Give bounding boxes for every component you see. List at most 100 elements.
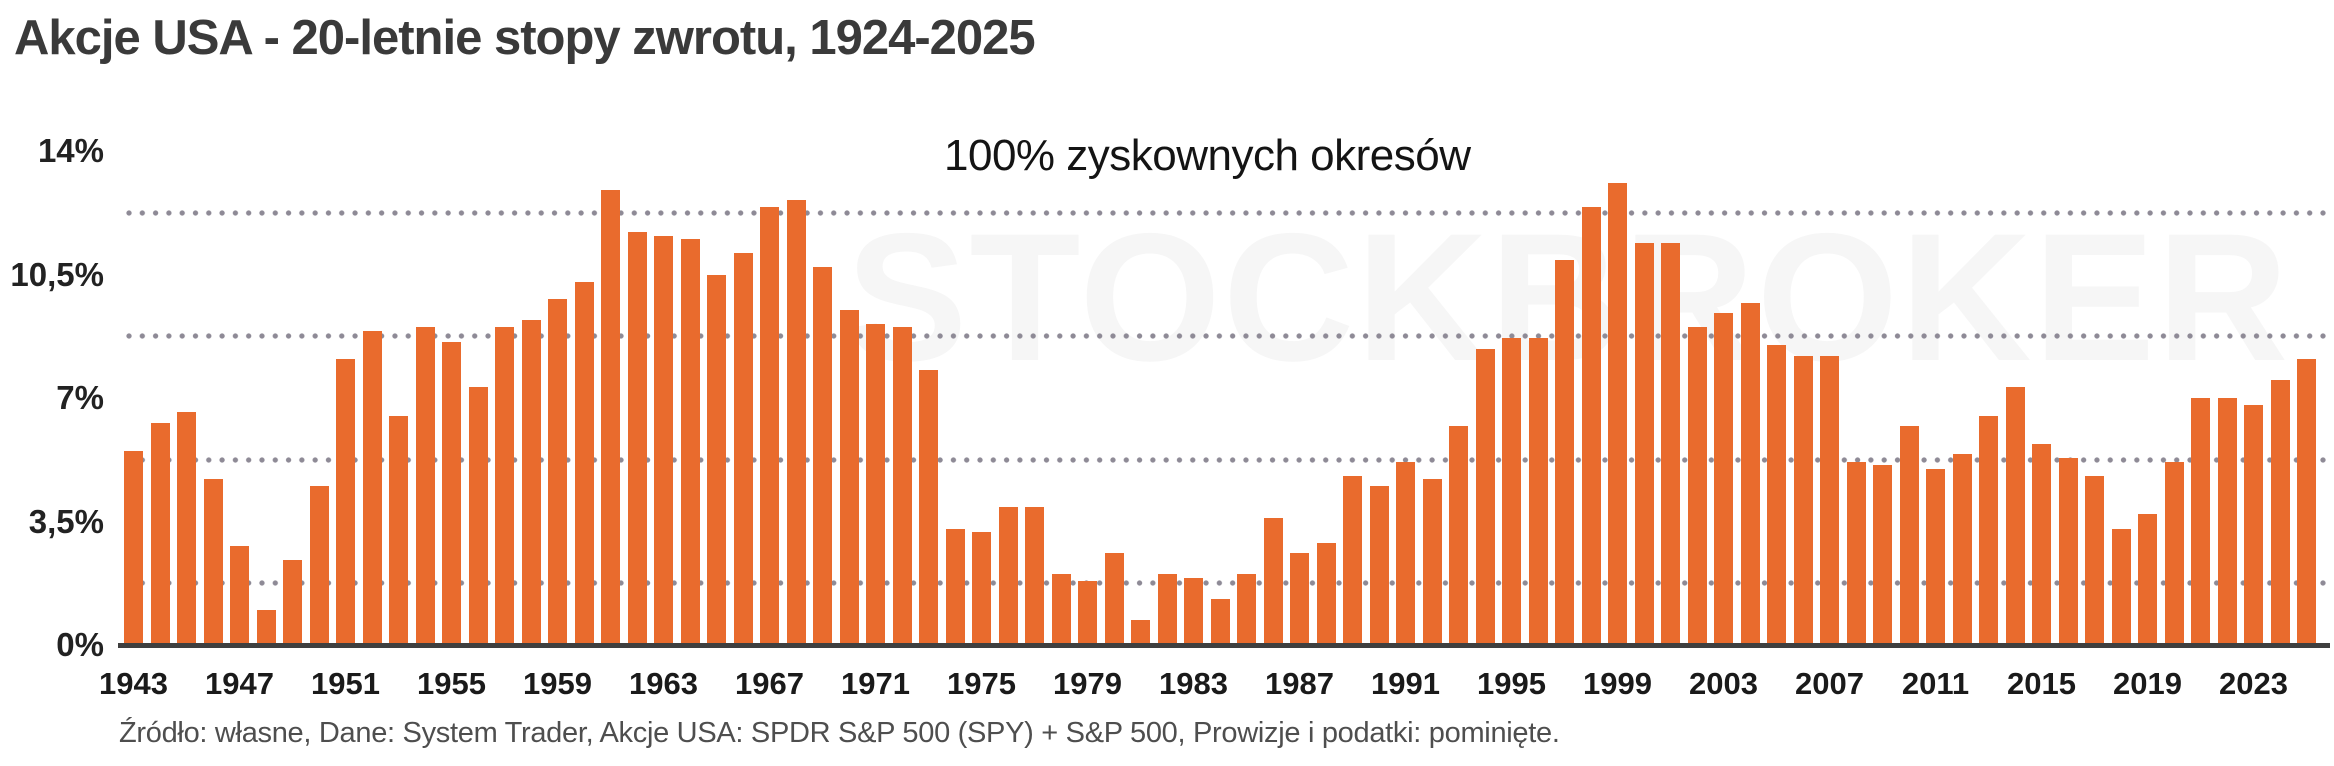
y-tick-label: 14%	[37, 132, 104, 169]
bar-2019	[2138, 514, 2157, 645]
x-tick-label: 2011	[1901, 666, 1970, 701]
annotation-label: 100% zyskownych okresów	[944, 131, 1471, 180]
bar-1943	[124, 450, 143, 645]
bar-2008	[1846, 461, 1866, 645]
x-tick-label: 1967	[735, 666, 804, 701]
x-tick-label: 1979	[1053, 666, 1122, 701]
bar-1963	[654, 235, 673, 645]
x-tick-label: 1975	[947, 666, 1016, 701]
bar-2001	[1661, 242, 1680, 645]
bar-2012	[1952, 454, 1972, 645]
bar-1962	[627, 232, 647, 645]
bar-1970	[839, 309, 859, 645]
bar-1974	[945, 528, 965, 645]
x-tick-label: 1991	[1371, 666, 1440, 701]
x-tick-label: 1971	[841, 666, 910, 701]
bar-1954	[415, 327, 435, 645]
bar-2005	[1767, 345, 1786, 645]
bar-1985	[1237, 574, 1256, 645]
bar-2015	[2032, 443, 2051, 645]
bar-2021	[2191, 398, 2210, 645]
gridline	[126, 456, 2330, 463]
bar-2003	[1714, 313, 1733, 645]
bar-2007	[1820, 355, 1839, 645]
source-note: Źródło: własne, Dane: System Trader, Akc…	[119, 717, 1560, 749]
bar-2009	[1873, 465, 1892, 645]
bar-2006	[1793, 355, 1813, 645]
x-tick-label: 1943	[99, 666, 168, 701]
bar-2011	[1926, 468, 1945, 645]
gridline	[126, 580, 2330, 587]
bar-1994	[1475, 348, 1495, 645]
bar-1967	[760, 207, 779, 645]
bar-2025	[2297, 359, 2316, 645]
x-tick-label: 1999	[1583, 666, 1652, 701]
bar-1996	[1528, 338, 1548, 645]
bar-1999	[1608, 182, 1627, 645]
bar-1961	[601, 189, 620, 645]
bar-2024	[2270, 380, 2290, 645]
bar-1975	[972, 532, 991, 645]
bar-1982	[1157, 574, 1177, 645]
bar-1986	[1263, 517, 1283, 645]
x-tick-label: 1947	[205, 666, 274, 701]
x-tick-label: 1963	[629, 666, 698, 701]
bar-1958	[521, 320, 541, 645]
bar-1968	[786, 200, 806, 645]
chart-title: Akcje USA - 20-letnie stopy zwrotu, 1924…	[14, 11, 1036, 65]
bar-1978	[1051, 574, 1071, 645]
bar-1949	[283, 560, 302, 645]
gridline	[126, 209, 2330, 216]
bar-1987	[1290, 553, 1309, 645]
bar-1973	[919, 369, 938, 645]
bar-1979	[1078, 581, 1097, 645]
bar-1945	[177, 412, 196, 645]
bar-1948	[256, 609, 276, 645]
bar-1946	[203, 479, 223, 645]
x-tick-label: 2007	[1795, 666, 1864, 701]
bar-1971	[866, 323, 885, 645]
bar-2004	[1740, 302, 1760, 645]
bar-2018	[2111, 528, 2131, 645]
bar-2014	[2005, 387, 2025, 645]
x-tick-label: 1995	[1477, 666, 1546, 701]
bar-2002	[1687, 327, 1707, 645]
bar-1953	[389, 415, 408, 645]
bar-2022	[2217, 398, 2237, 645]
bar-1956	[468, 387, 488, 645]
bar-1977	[1025, 507, 1044, 645]
bar-1959	[548, 299, 567, 645]
bar-1989	[1343, 475, 1362, 645]
bar-1976	[998, 507, 1018, 645]
bar-1950	[309, 486, 329, 645]
bar-1995	[1502, 338, 1521, 645]
x-tick-label: 1951	[311, 666, 380, 701]
y-tick-label: 10,5%	[10, 255, 104, 293]
bar-2016	[2058, 457, 2078, 645]
bar-1988	[1316, 542, 1336, 645]
bar-1983	[1184, 577, 1203, 645]
bar-1998	[1581, 207, 1601, 645]
bar-2023	[2244, 405, 2263, 645]
bar-1984	[1210, 599, 1230, 645]
bar-2013	[1979, 415, 1998, 645]
bar-1993	[1449, 426, 1468, 645]
x-tick-label: 2015	[2007, 666, 2076, 701]
bar-1965	[707, 274, 726, 645]
gridline	[126, 333, 2330, 340]
x-tick-label: 1955	[417, 666, 486, 701]
y-tick-label: 0%	[56, 626, 104, 663]
x-tick-label: 2003	[1689, 666, 1758, 701]
bar-1944	[150, 422, 170, 645]
bar-2000	[1634, 242, 1654, 645]
bar-1980	[1104, 553, 1124, 645]
bar-1957	[495, 327, 514, 645]
bar-2020	[2164, 461, 2184, 645]
x-tick-label: 1983	[1159, 666, 1228, 701]
bar-2017	[2085, 475, 2104, 645]
bar-1981	[1131, 620, 1150, 645]
bar-1955	[442, 341, 461, 645]
y-tick-label: 3,5%	[28, 502, 104, 540]
bar-1952	[362, 330, 382, 645]
